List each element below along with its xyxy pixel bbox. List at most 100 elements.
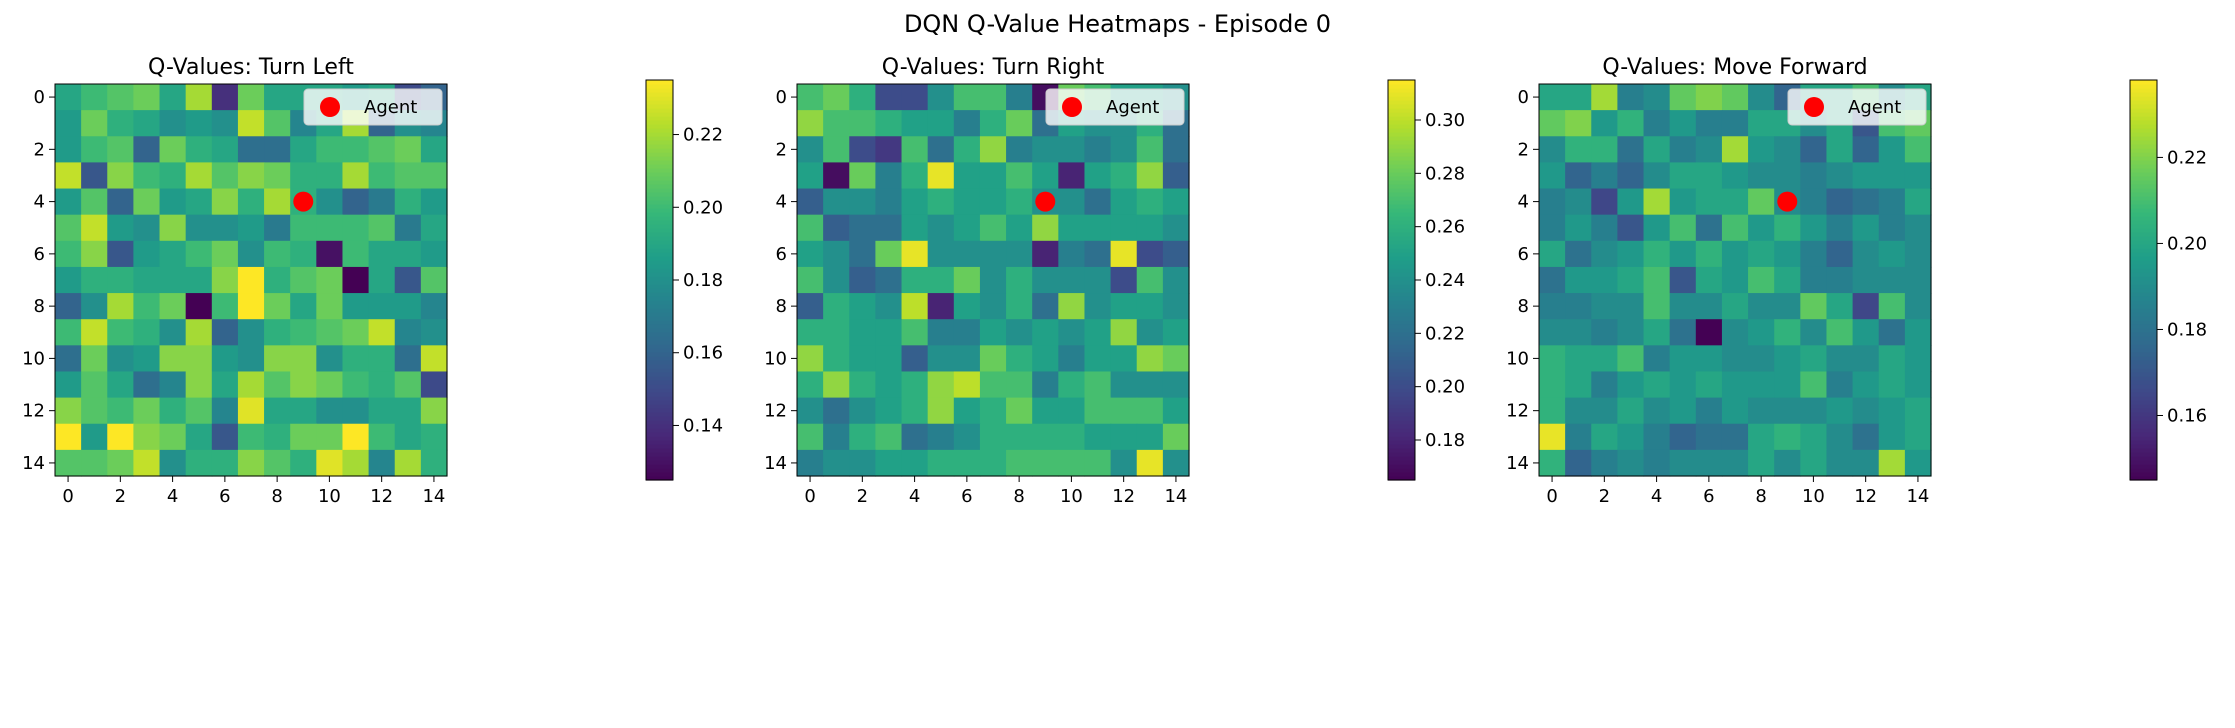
heatmap-cell [1565, 266, 1592, 294]
heatmap-cells [55, 84, 448, 477]
heatmap-cell [1162, 136, 1190, 163]
colorbar-segment [2130, 292, 2157, 297]
heatmap-cell [1904, 449, 1932, 477]
heatmap-cell [1643, 136, 1671, 163]
colorbar-tick-label: 0.16 [683, 343, 723, 364]
heatmap-cell [979, 136, 1007, 163]
heatmap-cell [1669, 371, 1697, 399]
colorbar-segment [646, 108, 673, 113]
heatmap-cell [1852, 136, 1880, 163]
heatmap-cell [1878, 136, 1906, 163]
colorbar-segment [2130, 100, 2157, 105]
heatmap-cell [159, 423, 187, 451]
heatmap-cell [979, 240, 1007, 268]
colorbar-segment [2130, 136, 2157, 141]
colorbar-segment [1388, 288, 1415, 293]
heatmap-cell [420, 345, 448, 373]
colorbar-segment [1388, 112, 1415, 117]
heatmap-cell [1006, 319, 1033, 346]
heatmap-cell [394, 293, 422, 320]
heatmap-cell [1643, 293, 1671, 320]
heatmap-cell [1565, 188, 1592, 216]
heatmap-cell [1643, 162, 1671, 190]
x-tick-label: 14 [1906, 486, 1929, 507]
y-tick-label: 10 [1506, 348, 1529, 369]
heatmap-cell [1878, 188, 1906, 216]
heatmap-cell [1721, 214, 1749, 242]
heatmap-cell [1084, 345, 1112, 373]
colorbar-segment [1388, 220, 1415, 225]
colorbar-segment [1388, 364, 1415, 369]
colorbar-segment [646, 308, 673, 313]
colorbar-segment [1388, 168, 1415, 173]
colorbar-segment [1388, 460, 1415, 465]
colorbar-segment [646, 92, 673, 97]
heatmap-cell [1539, 110, 1566, 137]
heatmap-cell [1904, 214, 1932, 242]
heatmap-cell [1695, 84, 1723, 111]
heatmap-cell [1826, 188, 1854, 216]
heatmap-cell [211, 188, 239, 216]
heatmap-panel-1: Q-Values: Turn Left 0 2 4 6 8 10 12 14 0 2 4 6 8 10 12 1… [22, 55, 723, 507]
heatmap-cell [1162, 293, 1190, 320]
heatmap-cell [185, 266, 213, 294]
colorbar-segment [646, 364, 673, 369]
colorbar-segment [1388, 476, 1415, 481]
heatmap-cell [1800, 188, 1828, 216]
heatmap-cell [185, 110, 213, 137]
heatmap-cell [901, 266, 929, 294]
heatmap-cell [1800, 162, 1828, 190]
colorbar-segment [2130, 224, 2157, 229]
colorbar-segment [646, 452, 673, 457]
heatmap-cell [875, 345, 903, 373]
heatmap-cell [342, 293, 370, 320]
colorbar-segment [646, 468, 673, 473]
heatmap-cell [81, 397, 108, 425]
heatmap-cell [875, 240, 903, 268]
heatmap-cell [797, 371, 824, 399]
heatmap-cell [1162, 397, 1190, 425]
y-tick-label: 2 [776, 139, 787, 160]
heatmap-cell [1006, 240, 1033, 268]
heatmap-cell [107, 214, 134, 242]
heatmap-cell [185, 214, 213, 242]
heatmap-cell [1162, 162, 1190, 190]
heatmap-cell [211, 110, 239, 137]
colorbar-segment [646, 100, 673, 105]
heatmap-cell [211, 371, 239, 399]
colorbar-segment [646, 400, 673, 405]
colorbar-segment [2130, 160, 2157, 165]
heatmap-cell [927, 449, 955, 477]
heatmap-cell [1721, 345, 1749, 373]
colorbar-segment [646, 140, 673, 145]
heatmap-cell [394, 371, 422, 399]
heatmap-cell [159, 266, 187, 294]
heatmap-cell [849, 449, 876, 477]
heatmap-cell [1695, 188, 1723, 216]
heatmap-cell [107, 188, 134, 216]
heatmap-cell [1084, 371, 1112, 399]
heatmap-cell [316, 266, 344, 294]
colorbar-segment [646, 112, 673, 117]
heatmap-cell [368, 319, 396, 346]
heatmap-cell [264, 240, 291, 268]
heatmap-cell [823, 110, 850, 137]
heatmap-cell [159, 240, 187, 268]
colorbar-segment [646, 296, 673, 301]
heatmap-cell [849, 345, 876, 373]
heatmap-cell [1058, 188, 1086, 216]
legend-label: Agent [1106, 97, 1159, 118]
colorbar-segment [646, 424, 673, 429]
colorbar-segment [646, 300, 673, 305]
colorbar-segment [646, 268, 673, 273]
heatmap-cell [1904, 266, 1932, 294]
heatmap-cell [420, 240, 448, 268]
x-tick-label: 12 [1112, 486, 1135, 507]
heatmap-cell [394, 240, 422, 268]
colorbar-segment [646, 332, 673, 337]
heatmap-cell [797, 319, 824, 346]
heatmap-cell [1110, 240, 1138, 268]
heatmap-cell [1774, 266, 1801, 294]
colorbar-tick-label: 0.18 [1425, 430, 1465, 451]
y-tick-label: 0 [34, 87, 45, 108]
